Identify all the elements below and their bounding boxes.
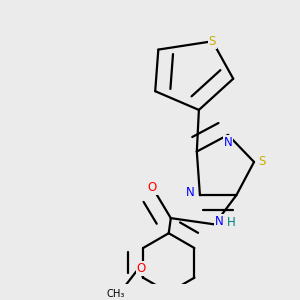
Text: O: O xyxy=(148,181,157,194)
Text: N: N xyxy=(186,186,195,199)
Text: CH₃: CH₃ xyxy=(106,289,125,299)
Text: O: O xyxy=(136,262,146,275)
Text: N: N xyxy=(215,215,224,228)
Text: H: H xyxy=(227,216,236,229)
Text: S: S xyxy=(258,155,266,168)
Text: S: S xyxy=(209,35,216,48)
Text: N: N xyxy=(224,136,232,149)
